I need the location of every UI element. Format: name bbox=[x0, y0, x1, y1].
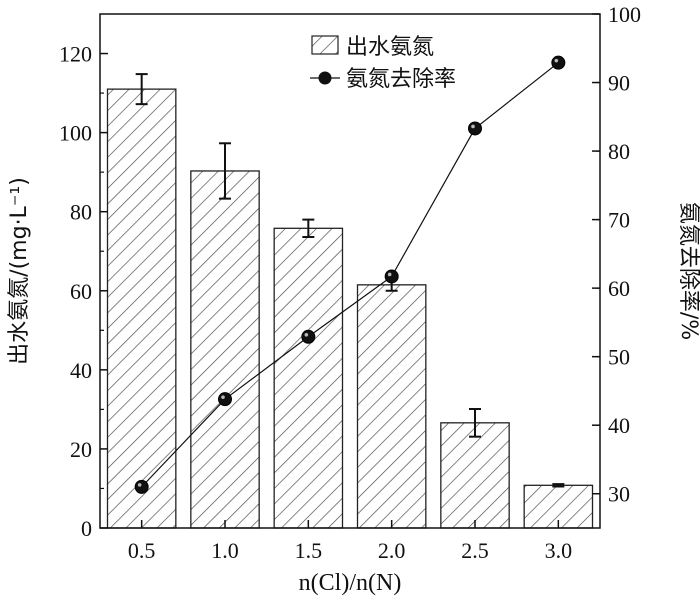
point-highlight bbox=[137, 483, 142, 487]
y-right-tick-label: 100 bbox=[608, 2, 641, 27]
y-right-tick-label: 70 bbox=[608, 208, 630, 233]
y-right-tick-label: 80 bbox=[608, 139, 630, 164]
x-axis-title: n(Cl)/n(N) bbox=[299, 570, 402, 596]
point-highlight bbox=[554, 58, 559, 63]
y-axis-left-title: 出水氨氮/(mg·L⁻¹) bbox=[7, 177, 32, 365]
point-highlight bbox=[304, 332, 309, 337]
bars-layer bbox=[106, 73, 594, 529]
legend-marker bbox=[318, 71, 332, 85]
y-right-tick-label: 40 bbox=[608, 413, 630, 438]
y-right-tick-label: 30 bbox=[608, 482, 630, 507]
y-left-tick-label: 20 bbox=[70, 437, 92, 462]
removal-rate-point bbox=[134, 479, 149, 494]
y-right-tick-label: 90 bbox=[608, 71, 630, 96]
y-left-tick-label: 120 bbox=[59, 42, 92, 67]
y-left-tick-label: 80 bbox=[70, 200, 92, 225]
y-left-tick-label: 0 bbox=[81, 516, 92, 541]
axes-layer: 0 20 40 60 80 100 120 30 40 50 60 70 80 90 100 0.5 1.0 1.… bbox=[59, 2, 641, 563]
removal-rate-line bbox=[141, 62, 559, 488]
y-right-tick-label: 50 bbox=[608, 345, 630, 370]
y-left-tick-label: 100 bbox=[59, 121, 92, 146]
bar bbox=[273, 227, 344, 529]
legend-line-label: 氨氮去除率 bbox=[346, 67, 456, 92]
removal-rate-point bbox=[468, 121, 482, 136]
plot-frame bbox=[99, 13, 601, 529]
y-right-tick-label: 60 bbox=[608, 276, 630, 301]
bar bbox=[356, 284, 427, 529]
point-highlight bbox=[387, 272, 392, 277]
y-axis-right-title: 氨氮去除率/% bbox=[676, 202, 700, 340]
removal-rate-point bbox=[551, 55, 566, 70]
x-tick-label: 1.5 bbox=[295, 538, 323, 563]
x-tick-label: 0.5 bbox=[128, 538, 156, 563]
point-highlight bbox=[221, 395, 225, 399]
x-tick-label: 1.0 bbox=[211, 538, 239, 563]
x-tick-label: 3.0 bbox=[545, 538, 573, 563]
bar bbox=[106, 88, 177, 529]
y-left-tick-label: 60 bbox=[70, 279, 92, 304]
legend-bar-swatch bbox=[311, 35, 339, 55]
bar bbox=[440, 422, 510, 529]
line-layer bbox=[134, 55, 566, 494]
y-left-tick-label: 40 bbox=[70, 358, 92, 383]
removal-rate-point bbox=[218, 392, 232, 407]
point-highlight bbox=[471, 124, 475, 129]
removal-rate-point bbox=[301, 329, 316, 344]
x-tick-label: 2.5 bbox=[461, 538, 489, 563]
legend-bar-label: 出水氨氮 bbox=[346, 35, 434, 60]
bar bbox=[190, 170, 260, 529]
removal-rate-point bbox=[384, 269, 399, 284]
x-tick-label: 2.0 bbox=[378, 538, 406, 563]
